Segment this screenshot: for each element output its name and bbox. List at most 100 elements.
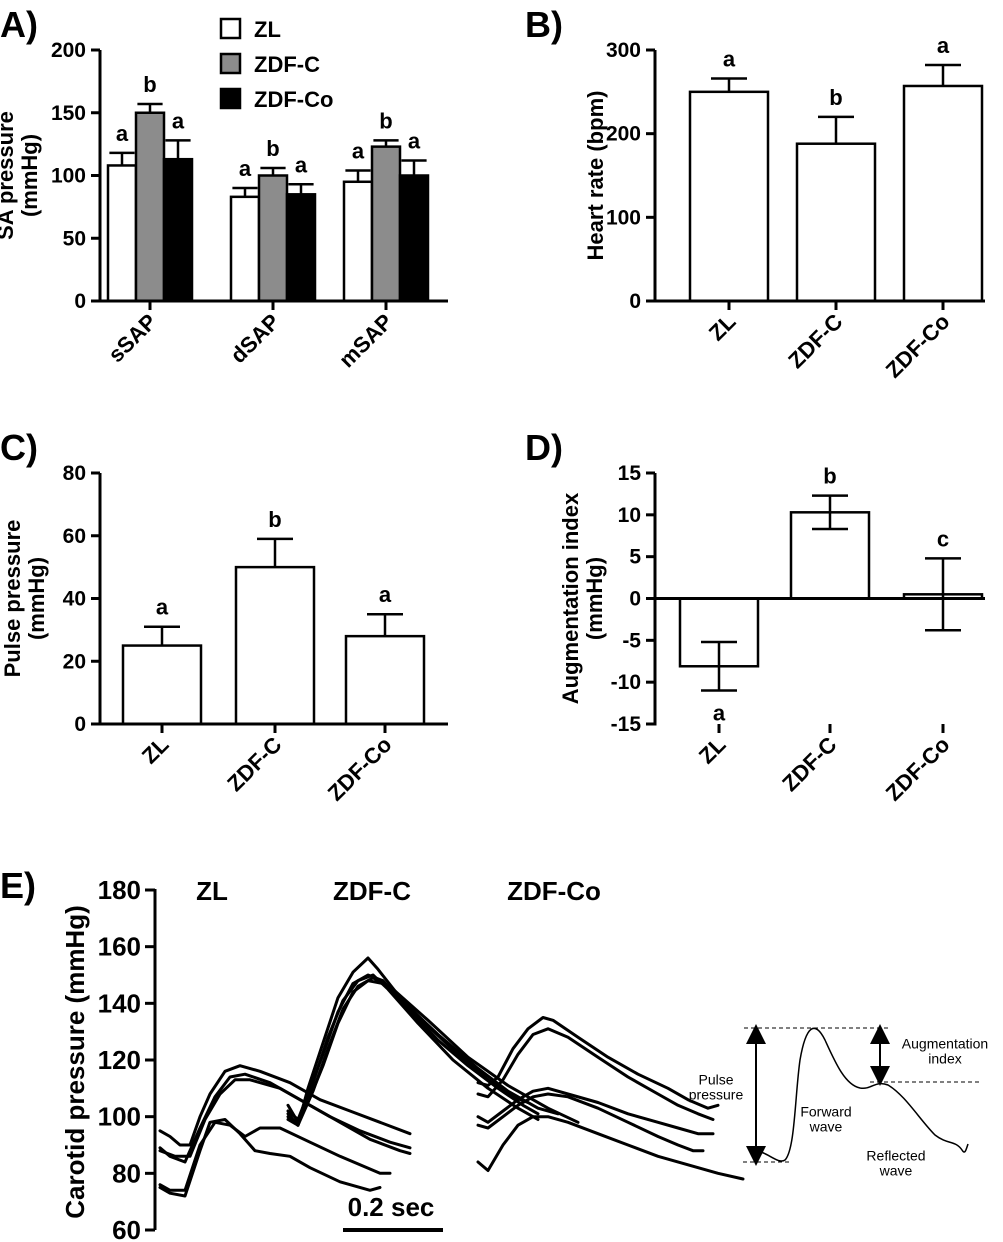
y-tick-label: 100 xyxy=(606,206,641,229)
significance-label: a xyxy=(239,156,252,181)
x-tick-label: ZDF-C xyxy=(783,309,847,373)
y-tick-label: 0 xyxy=(629,588,641,611)
y-axis-label-line: (mmHg) xyxy=(17,134,42,217)
panel-b: B) Heart rate (bpm) a b a 0 100 200 300 ZL ZDF-C ZD… xyxy=(525,4,985,383)
bar xyxy=(902,84,984,303)
y-tick-label: 120 xyxy=(98,1045,141,1075)
y-tick-label: 15 xyxy=(618,462,642,485)
y-axis-label: SA pressure(mmHg) xyxy=(0,111,42,240)
y-tick-label: 0 xyxy=(629,290,641,313)
pressure-trace xyxy=(476,1086,715,1136)
y-axis-label: Carotid pressure (mmHg) xyxy=(60,905,90,1219)
bar xyxy=(106,164,138,303)
y-axis-label: Heart rate (bpm) xyxy=(583,91,608,261)
y-tick-label: 140 xyxy=(98,988,141,1018)
significance-label: a xyxy=(172,108,185,133)
y-tick-label: 150 xyxy=(51,102,86,125)
x-tick-label: dSAP xyxy=(225,309,284,368)
y-tick-label: 200 xyxy=(51,39,86,62)
x-tick-label: ZDF-C xyxy=(777,732,841,796)
group-title: ZDF-C xyxy=(333,876,411,906)
y-tick-label: 0 xyxy=(74,290,86,313)
y-tick-label: 160 xyxy=(98,932,141,962)
y-tick-label: -15 xyxy=(611,713,642,736)
pressure-trace xyxy=(476,1027,715,1121)
panel-a: A)SA pressure(mmHg)aaabbbaaa050100150200… xyxy=(0,4,448,372)
y-tick-label: 5 xyxy=(629,546,641,569)
legend-label: ZDF-C xyxy=(254,52,320,77)
waveform-curve xyxy=(756,1027,969,1162)
significance-label: b xyxy=(823,464,836,489)
significance-label: a xyxy=(116,121,129,146)
panel-letter: E) xyxy=(0,865,36,906)
panel-d: D) Augmentation index(mmHg) a b c -15 -10 -5 0 5 1… xyxy=(525,427,985,806)
panel-letter: A) xyxy=(0,4,38,45)
pressure-trace xyxy=(476,1115,745,1181)
y-tick-label: 80 xyxy=(112,1158,141,1188)
forward-wave-label-line: Forward xyxy=(800,1103,851,1119)
y-axis-label-line: SA pressure xyxy=(0,111,18,240)
bar xyxy=(257,174,289,303)
pressure-trace xyxy=(286,973,540,1127)
x-tick-label: ZDF-Co xyxy=(881,309,955,383)
pulse-pressure-label-line: Pulse xyxy=(698,1071,733,1087)
x-tick-label: ZDF-Co xyxy=(323,732,397,806)
bar xyxy=(234,565,316,726)
panel-letter: D) xyxy=(525,427,563,468)
y-tick-label: 40 xyxy=(63,588,86,611)
bar xyxy=(162,157,194,303)
x-tick-label: ZL xyxy=(704,309,741,346)
x-tick-label: ZL xyxy=(694,732,731,769)
y-tick-label: 10 xyxy=(618,504,641,527)
significance-label: c xyxy=(937,526,949,551)
x-tick-label: ZDF-C xyxy=(222,732,286,796)
significance-label: a xyxy=(408,128,421,153)
pulse-pressure-label-line: pressure xyxy=(689,1087,744,1103)
group-title: ZL xyxy=(196,876,228,906)
significance-label: a xyxy=(352,138,365,163)
significance-label: b xyxy=(829,85,842,110)
pressure-trace xyxy=(158,1120,392,1192)
bar xyxy=(285,193,317,303)
y-tick-label: 80 xyxy=(63,462,86,485)
bar xyxy=(342,180,374,303)
group-title: ZDF-Co xyxy=(507,876,601,906)
bar xyxy=(398,174,430,303)
x-tick-label: sSAP xyxy=(103,309,161,367)
y-axis-label-line: Pulse pressure xyxy=(0,520,25,678)
legend-label: ZL xyxy=(254,17,281,42)
significance-label: a xyxy=(723,46,736,71)
y-axis-label-line: Augmentation index xyxy=(558,492,583,704)
reflected-wave-label-line: Reflected xyxy=(866,1147,925,1163)
pulse-pressure-label: Pulse pressure xyxy=(689,1071,744,1102)
significance-label: a xyxy=(295,152,308,177)
y-tick-label: 300 xyxy=(606,39,641,62)
y-tick-label: 180 xyxy=(98,875,141,905)
bar xyxy=(688,90,770,303)
pressure-trace xyxy=(158,1064,412,1147)
y-tick-label: 50 xyxy=(63,227,86,250)
significance-label: b xyxy=(266,136,279,161)
y-tick-label: 0 xyxy=(74,713,86,736)
y-tick-label: 100 xyxy=(98,1102,141,1132)
y-tick-label: 100 xyxy=(51,165,86,188)
bar xyxy=(134,111,166,303)
bar xyxy=(121,644,203,726)
bar xyxy=(229,195,261,303)
x-tick-label: mSAP xyxy=(334,309,397,372)
panel-e: E) Carotid pressure (mmHg) 60 80 100 120 140 16… xyxy=(0,865,988,1242)
panel-letter: C) xyxy=(0,427,38,468)
significance-label: a xyxy=(937,33,950,58)
y-axis-label-line: (mmHg) xyxy=(582,557,607,640)
pressure-trace xyxy=(286,976,580,1127)
forward-wave-label-line: wave xyxy=(809,1119,843,1135)
augmentation-index-label-line: index xyxy=(928,1051,961,1067)
panel-c: C) Pulse pressure(mmHg) a b a 0 20 40 60 80 ZL ZDF-… xyxy=(0,427,448,806)
y-tick-label: -10 xyxy=(611,671,641,694)
significance-label: a xyxy=(379,582,392,607)
significance-label: b xyxy=(379,108,392,133)
y-axis-label: Pulse pressure(mmHg) xyxy=(0,520,49,678)
x-tick-label: ZDF-Co xyxy=(881,732,955,806)
pressure-trace xyxy=(158,1118,382,1198)
